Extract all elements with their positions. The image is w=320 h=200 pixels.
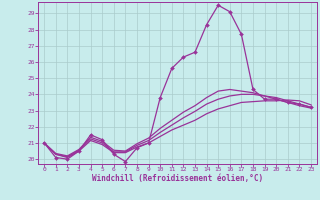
X-axis label: Windchill (Refroidissement éolien,°C): Windchill (Refroidissement éolien,°C): [92, 174, 263, 183]
